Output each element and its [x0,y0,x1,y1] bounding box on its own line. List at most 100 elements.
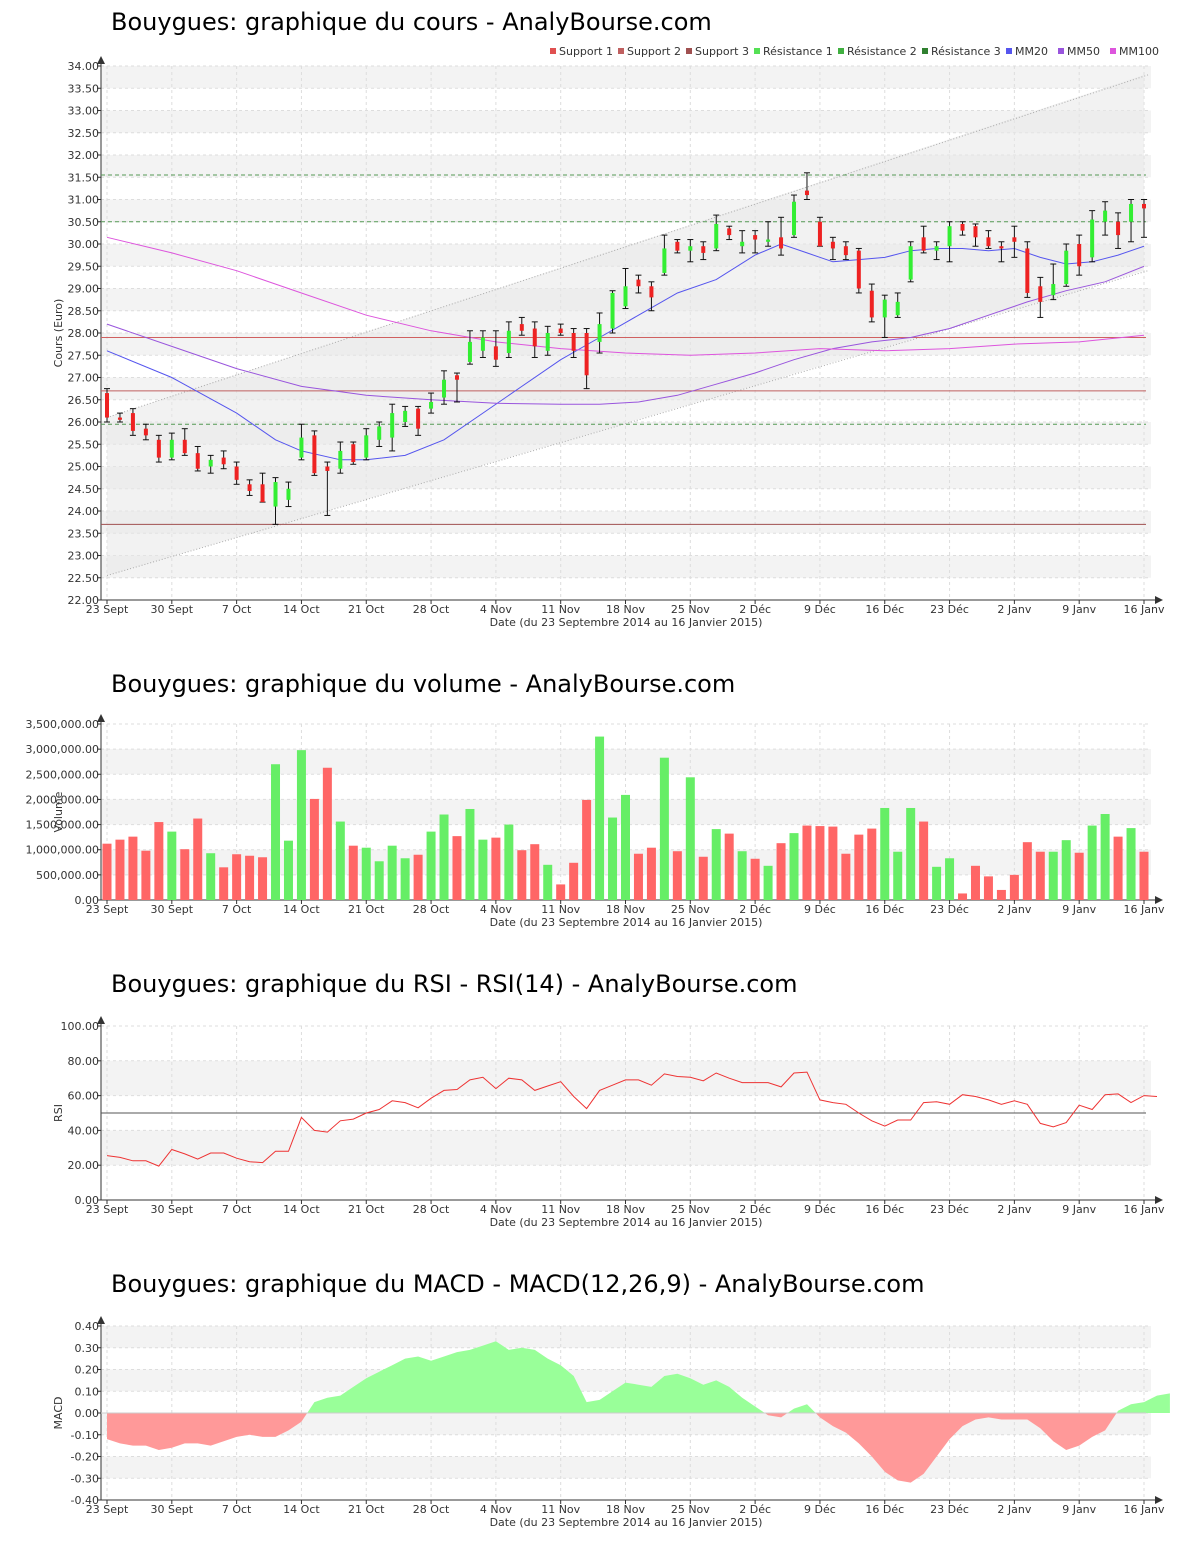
candle-body [921,237,926,251]
rsi-chart: 0.00 20.00 40.00 60.00 80.00 100.00 23 Sept 30 … [52,1016,1165,1229]
candle-body [869,290,874,318]
x-tick-label: 16 Janv [1124,1503,1165,1516]
macd-chart: -0.40 -0.30 -0.20 -0.10 0.00 0.10 0.20 0.30 0.40… [52,1316,1170,1529]
candle-body [1038,286,1043,302]
y-tick-label: 24.50 [68,483,100,496]
y-tick-label: 25.00 [68,461,100,474]
candle-body [143,428,148,436]
x-axis-label: Date (du 23 Septembre 2014 au 16 Janvier… [490,916,763,929]
candle-body [182,439,187,454]
candle-body [117,417,122,420]
volume-bar [893,851,903,900]
legend-swatch [618,48,624,54]
y-tick-label: 2,500,000.00 [26,768,99,781]
volume-bar [621,794,630,900]
x-tick-label: 28 Oct [413,603,450,616]
candle-body [662,248,667,273]
volume-bar [271,764,281,900]
candle [972,223,979,247]
legend-swatch [686,48,692,54]
volume-bar [180,849,190,900]
candle-body [779,237,784,249]
volume-bar [880,807,890,900]
candle [376,421,383,447]
candle-body [558,328,563,333]
grid-band [101,1326,1151,1348]
candle-body [364,435,369,458]
volume-bar [439,814,449,900]
candle [168,432,175,461]
candle-body [727,228,732,236]
volume-bar [698,856,708,900]
volume-bar [465,808,475,900]
y-tick-label: 100.00 [61,1020,100,1033]
y-tick-label: 0.20 [75,1364,100,1377]
candle [583,328,590,390]
candle [842,241,849,261]
volume-bar [1048,851,1058,900]
volume-bar [232,854,242,900]
x-tick-label: 21 Oct [348,903,385,916]
x-tick-label: 9 Janv [1062,1203,1096,1216]
legend-label: Support 3 [695,45,749,58]
candle-body [247,484,252,491]
volume-bar [582,799,592,900]
volume-bar [1035,851,1045,900]
macd-positive-area [307,1341,765,1413]
y-tick-label: 30.00 [68,238,100,251]
candle [596,312,603,354]
candle [803,172,810,200]
candle-body [156,439,161,458]
x-tick-label: 2 Janv [997,1203,1031,1216]
x-tick-label: 2 Déc [739,1203,771,1216]
x-tick-label: 9 Janv [1062,603,1096,616]
candle [933,241,940,261]
x-tick-label: 23 Déc [930,903,969,916]
volume-bar [219,867,229,900]
candle-body [792,201,797,236]
candle [894,292,901,318]
candle [428,392,435,414]
x-tick-label: 2 Déc [739,903,771,916]
volume-bar [945,858,955,900]
candle [907,241,914,283]
volume-bar [361,847,371,900]
candle [622,267,629,310]
y-tick-label: 0.40 [75,1320,100,1333]
volume-bar [815,826,825,900]
x-tick-label: 9 Déc [804,603,836,616]
candle [285,481,292,508]
candle-body [753,235,758,240]
volume-bar [854,834,864,900]
candle [726,225,733,241]
x-axis-arrow [1155,1196,1163,1204]
candle-body [649,286,654,298]
volume-chart-title: Bouygues: graphique du volume - AnalyBou… [111,670,736,698]
price-chart: 22.00 22.50 23.00 23.50 24.00 24.50 25.00 25.50… [52,45,1165,629]
volume-bar [1139,851,1149,900]
legend-swatch [838,48,844,54]
volume-chart: 0.00 500,000.00 1,000,000.00 1,500,000.00 2,… [26,714,1165,929]
y-tick-label: 3,000,000.00 [26,743,99,756]
candle [635,274,642,294]
candle [920,225,927,254]
volume-bar [750,858,760,900]
candle [259,472,266,503]
volume-bar [400,858,410,900]
y-tick-label: 33.00 [68,105,100,118]
volume-bar [608,817,618,900]
candle-body [571,333,576,351]
y-tick-label: 28.00 [68,327,100,340]
x-tick-label: 4 Nov [480,1503,512,1516]
candle-body [973,226,978,238]
candle [207,454,214,474]
volume-bar [517,850,527,900]
candle-body [506,330,511,354]
x-tick-label: 28 Oct [413,1203,450,1216]
y-tick-label: 25.50 [68,438,100,451]
legend-label: Résistance 3 [931,45,1001,58]
candle-body [519,324,524,331]
x-tick-label: 14 Oct [283,603,320,616]
candle [1128,199,1135,243]
x-tick-label: 30 Sept [151,903,194,916]
